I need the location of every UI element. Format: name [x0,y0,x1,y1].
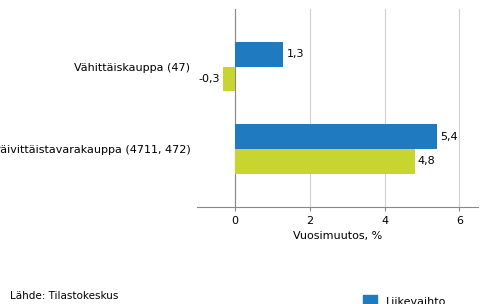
Text: 1,3: 1,3 [286,50,304,59]
Text: 4,8: 4,8 [418,157,435,166]
X-axis label: Vuosimuutos, %: Vuosimuutos, % [293,231,383,241]
Bar [235,42,283,67]
Bar [235,149,415,174]
Legend: Liikevaihto, Myynnin määrä: Liikevaihto, Myynnin määrä [363,295,473,304]
Text: -0,3: -0,3 [199,74,220,84]
Bar [223,67,235,92]
Bar [235,124,437,149]
Text: 5,4: 5,4 [440,132,458,142]
Text: Lähde: Tilastokeskus: Lähde: Tilastokeskus [10,291,118,301]
